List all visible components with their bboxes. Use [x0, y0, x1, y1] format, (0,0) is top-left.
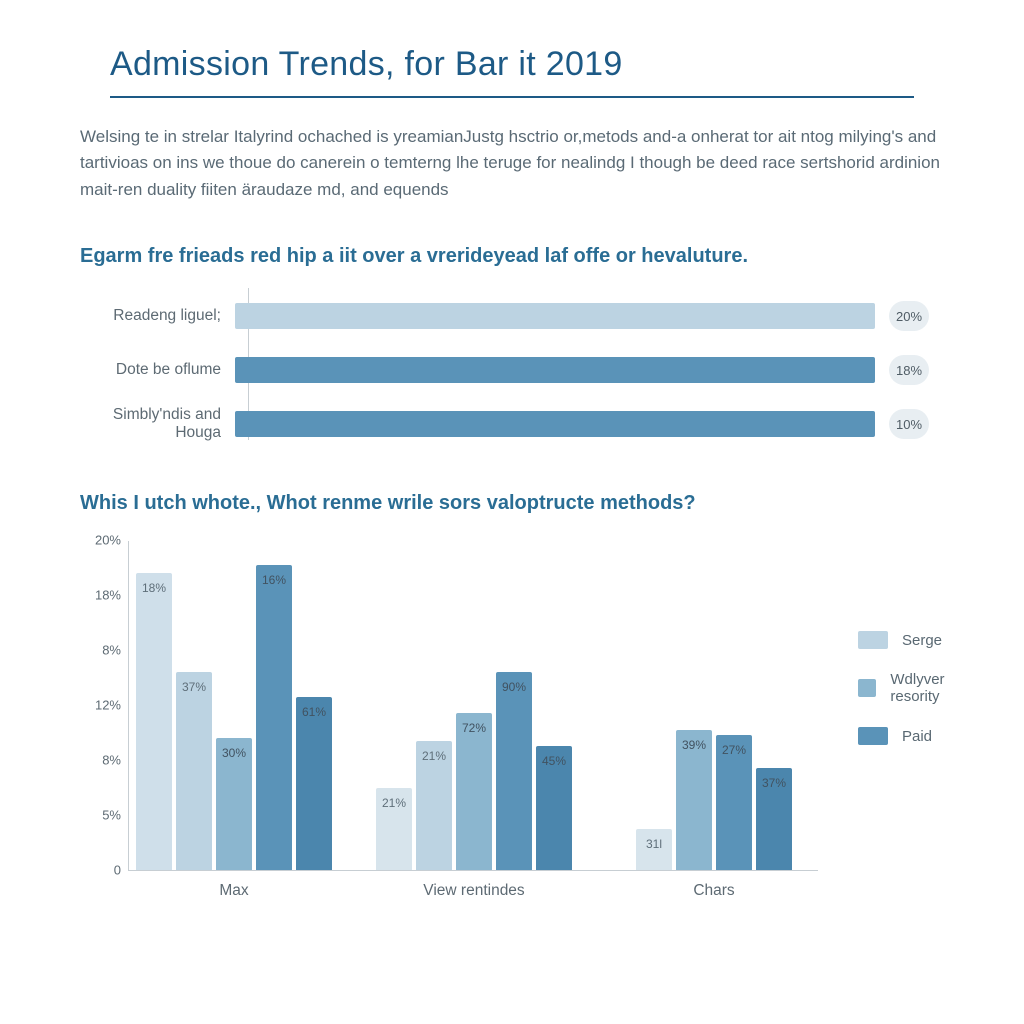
- vbar-value-label: 37%: [176, 680, 212, 694]
- chart-legend: Serge Wdlyver resority Paid: [818, 541, 956, 871]
- vbar: 16%: [256, 565, 292, 870]
- hbar: [235, 357, 875, 383]
- vbar: 27%: [716, 735, 752, 870]
- hbar-label: Simbly'ndis and Houga: [80, 406, 235, 442]
- vbar: 61%: [296, 697, 332, 870]
- horizontal-bar-chart: Readeng liguel;20%Dote be oflume18%Simbl…: [80, 294, 954, 446]
- y-tick-label: 5%: [79, 808, 121, 823]
- legend-label: Paid: [902, 728, 932, 745]
- hbar: [235, 411, 875, 437]
- vbar-value-label: 45%: [536, 754, 572, 768]
- title-rule: [110, 96, 914, 98]
- x-category-label: View rentindes: [369, 882, 579, 900]
- vbar: 72%: [456, 713, 492, 870]
- legend-label: Wdlyver resority: [890, 671, 956, 705]
- vbar-value-label: 18%: [136, 581, 172, 595]
- y-tick-label: 12%: [79, 698, 121, 713]
- y-tick-label: 20%: [79, 533, 121, 548]
- legend-item: Wdlyver resority: [858, 671, 956, 705]
- page-title: Admission Trends, for Bar it 2019: [110, 45, 914, 84]
- vbar-value-label: 39%: [676, 738, 712, 752]
- section1-title: Egarm fre frieads red hip a iit over a v…: [80, 245, 944, 268]
- bar-group: 31l39%27%37%Chars: [609, 730, 819, 870]
- vbar: 30%: [216, 738, 252, 870]
- vbar: 90%: [496, 672, 532, 870]
- hbar: [235, 303, 875, 329]
- vbar: 37%: [176, 672, 212, 870]
- hbar-row: Dote be oflume18%: [80, 348, 954, 392]
- hbar-track: 20%: [235, 303, 875, 329]
- hbar-track: 10%: [235, 411, 875, 437]
- bar-group: 18%37%30%16%61%Max: [129, 565, 339, 870]
- hbar-value-badge: 10%: [889, 409, 929, 439]
- vbar: 39%: [676, 730, 712, 870]
- grouped-bar-chart: 20%18%8%12%8%5%018%37%30%16%61%Max21%21%…: [128, 541, 818, 871]
- y-tick-label: 18%: [79, 588, 121, 603]
- vbar: 37%: [756, 768, 792, 870]
- vbar: 21%: [376, 788, 412, 871]
- vbar-value-label: 21%: [376, 796, 412, 810]
- hbar-row: Readeng liguel;20%: [80, 294, 954, 338]
- vbar-value-label: 90%: [496, 680, 532, 694]
- vbar-value-label: 30%: [216, 746, 252, 760]
- vbar: 45%: [536, 746, 572, 870]
- hbar-value-badge: 20%: [889, 301, 929, 331]
- vbar-value-label: 37%: [756, 776, 792, 790]
- intro-paragraph: Welsing te in strelar Italyrind ochached…: [80, 124, 944, 203]
- hbar-label: Readeng liguel;: [80, 307, 235, 325]
- vbar-value-label: 31l: [636, 837, 672, 851]
- y-tick-label: 8%: [79, 753, 121, 768]
- vbar: 21%: [416, 741, 452, 870]
- y-tick-label: 8%: [79, 643, 121, 658]
- hbar-value-badge: 18%: [889, 355, 929, 385]
- vbar: 31l: [636, 829, 672, 870]
- legend-item: Paid: [858, 727, 956, 745]
- vbar-value-label: 16%: [256, 573, 292, 587]
- hbar-row: Simbly'ndis and Houga10%: [80, 402, 954, 446]
- bar-group: 21%21%72%90%45%View rentindes: [369, 672, 579, 870]
- vbar-value-label: 21%: [416, 749, 452, 763]
- vbar: 18%: [136, 573, 172, 870]
- legend-swatch: [858, 631, 888, 649]
- legend-item: Serge: [858, 631, 956, 649]
- y-tick-label: 0: [79, 863, 121, 878]
- x-category-label: Max: [129, 882, 339, 900]
- hbar-label: Dote be oflume: [80, 361, 235, 379]
- x-category-label: Chars: [609, 882, 819, 900]
- hbar-track: 18%: [235, 357, 875, 383]
- vbar-value-label: 27%: [716, 743, 752, 757]
- legend-swatch: [858, 679, 876, 697]
- vbar-value-label: 61%: [296, 705, 332, 719]
- vbar-value-label: 72%: [456, 721, 492, 735]
- section2-title: Whis I utch whote., Whot renme wrile sor…: [80, 492, 944, 515]
- legend-label: Serge: [902, 632, 942, 649]
- legend-swatch: [858, 727, 888, 745]
